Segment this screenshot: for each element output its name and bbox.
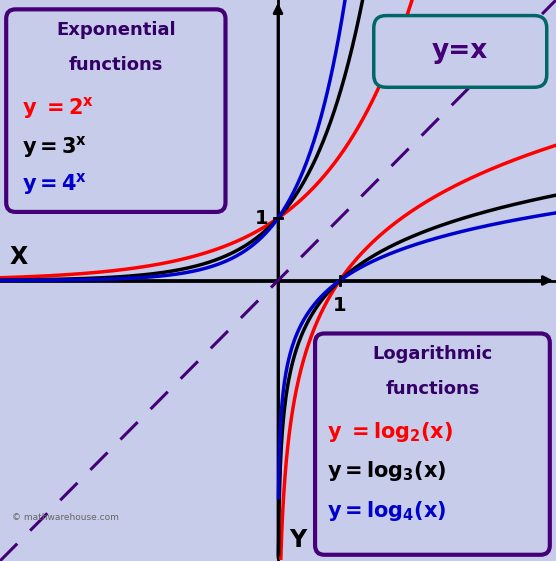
Text: y=x: y=x (432, 38, 488, 65)
Text: $\mathbf{y=3^x}$: $\mathbf{y=3^x}$ (22, 134, 87, 160)
Text: functions: functions (385, 380, 480, 398)
FancyBboxPatch shape (374, 16, 547, 88)
Text: $\mathbf{y\ =log_2(x)}$: $\mathbf{y\ =log_2(x)}$ (327, 420, 454, 444)
Text: $\mathbf{y=log_3(x)}$: $\mathbf{y=log_3(x)}$ (327, 459, 447, 484)
Text: $\mathbf{y\ =2^x}$: $\mathbf{y\ =2^x}$ (22, 95, 93, 121)
Text: $\mathbf{y=log_4(x)}$: $\mathbf{y=log_4(x)}$ (327, 499, 447, 523)
FancyBboxPatch shape (315, 333, 550, 555)
Text: 1: 1 (255, 209, 269, 228)
Text: functions: functions (68, 56, 163, 74)
Text: 1: 1 (333, 296, 346, 315)
Text: Y: Y (289, 528, 306, 551)
Text: Exponential: Exponential (56, 21, 176, 39)
Text: © mathwarehouse.com: © mathwarehouse.com (12, 513, 119, 522)
Text: X: X (9, 245, 27, 269)
Text: Logarithmic: Logarithmic (373, 344, 493, 363)
FancyBboxPatch shape (6, 10, 226, 212)
Text: $\mathbf{y=4^x}$: $\mathbf{y=4^x}$ (22, 172, 87, 197)
